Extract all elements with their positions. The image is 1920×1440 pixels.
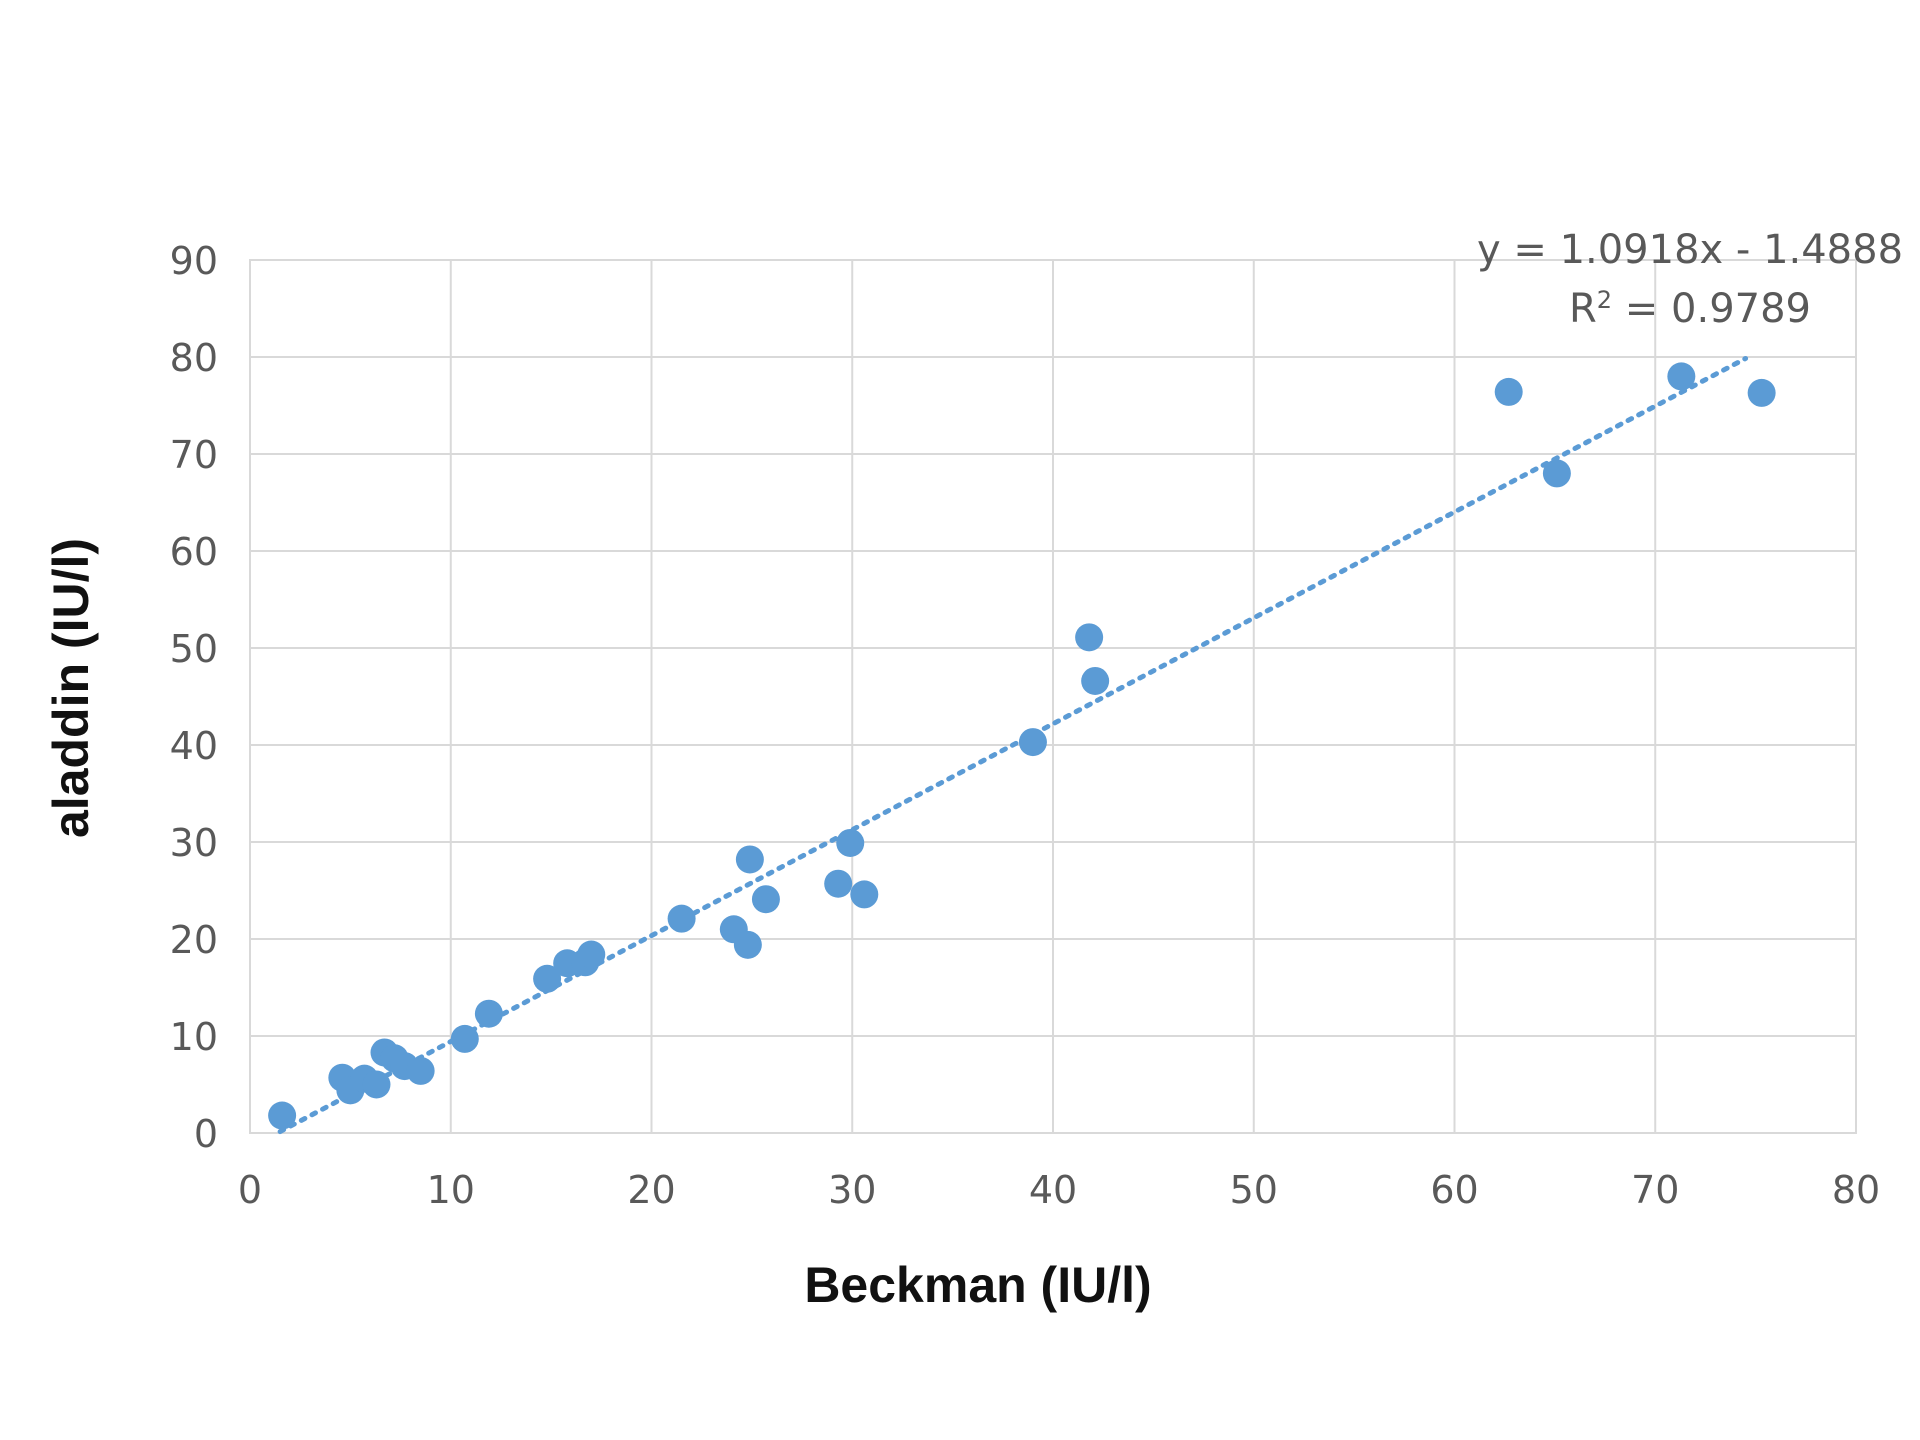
data-point — [474, 999, 503, 1028]
x-tick-label: 10 — [427, 1168, 475, 1212]
y-tick-label: 70 — [170, 433, 218, 477]
data-point — [751, 885, 780, 914]
x-tick-label: 80 — [1832, 1168, 1880, 1212]
x-tick-label: 0 — [238, 1168, 262, 1212]
x-axis-tick-labels: 0 10 20 30 40 50 60 70 80 — [238, 1168, 1880, 1212]
data-point — [824, 869, 853, 898]
y-tick-label: 20 — [170, 918, 218, 962]
plot-area-frame — [249, 259, 1857, 1134]
x-tick-label: 60 — [1430, 1168, 1478, 1212]
x-tick-label: 30 — [828, 1168, 876, 1212]
data-point — [1494, 377, 1523, 406]
r-squared-superscript: 2 — [1597, 286, 1612, 314]
y-tick-label: 80 — [170, 336, 218, 380]
data-point — [533, 964, 562, 993]
r-squared-prefix: R — [1569, 286, 1597, 332]
y-tick-label: 50 — [170, 627, 218, 671]
data-point — [735, 845, 764, 874]
data-point — [362, 1070, 391, 1099]
data-point — [667, 904, 696, 933]
data-point — [733, 930, 762, 959]
data-point — [1747, 378, 1776, 407]
data-point — [850, 880, 879, 909]
y-tick-label: 0 — [194, 1112, 218, 1156]
data-point — [1542, 459, 1571, 488]
data-point — [450, 1024, 479, 1053]
y-axis-title: aladdin (IU/l) — [43, 538, 99, 838]
x-tick-label: 70 — [1631, 1168, 1679, 1212]
data-point — [1075, 623, 1104, 652]
data-point — [1667, 362, 1696, 391]
trendline-r-squared: R2 = 0.9789 — [1569, 286, 1811, 332]
data-point — [1018, 728, 1047, 757]
y-tick-label: 40 — [170, 724, 218, 768]
data-point — [406, 1056, 435, 1085]
y-tick-label: 30 — [170, 821, 218, 865]
y-tick-label: 90 — [170, 239, 218, 283]
data-point — [577, 940, 606, 969]
y-tick-label: 10 — [170, 1015, 218, 1059]
linear-trendline — [277, 355, 1749, 1135]
x-tick-label: 40 — [1029, 1168, 1077, 1212]
y-tick-label: 60 — [170, 530, 218, 574]
x-tick-label: 50 — [1230, 1168, 1278, 1212]
x-tick-label: 20 — [627, 1168, 675, 1212]
data-points — [268, 362, 1776, 1130]
data-point — [1081, 666, 1110, 695]
data-point — [836, 828, 865, 857]
r-squared-value: = 0.9789 — [1612, 286, 1811, 332]
y-axis-tick-labels: 0 10 20 30 40 50 60 70 80 90 — [170, 239, 218, 1156]
gridlines — [249, 259, 1857, 1134]
trendline-equation: y = 1.0918x - 1.4888 — [1477, 227, 1903, 273]
x-axis-title: Beckman (IU/l) — [804, 1257, 1151, 1313]
data-point — [268, 1101, 297, 1130]
